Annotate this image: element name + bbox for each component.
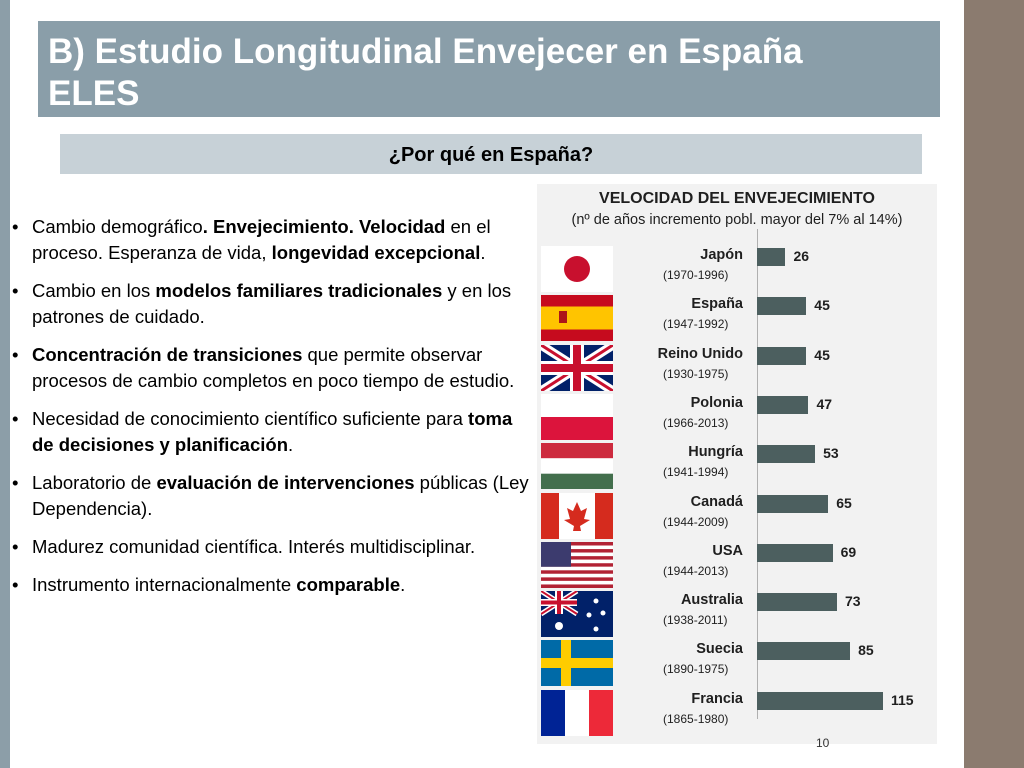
bullet-item: • Laboratorio de evaluación de intervenci… bbox=[12, 470, 530, 522]
bullet-bold-text: toma de decisiones y planificación bbox=[32, 408, 513, 455]
bullet-dot: • bbox=[12, 280, 19, 301]
country-label: Francia bbox=[691, 690, 743, 707]
bullet-bold-text: . Envejecimiento. Velocidad bbox=[202, 216, 446, 237]
country-label: Japón bbox=[700, 247, 743, 263]
period-label: (1944-2013) bbox=[663, 563, 729, 578]
bar-value-label: 85 bbox=[858, 642, 874, 659]
left-accent-bar bbox=[0, 0, 10, 768]
bullet-text: . bbox=[480, 242, 486, 263]
bar bbox=[757, 346, 807, 365]
bullet-text: Instrumento internacionalmente bbox=[32, 574, 297, 595]
bullet-bold-text: evaluación de intervenciones bbox=[156, 472, 415, 493]
bullet-bold-text: comparable bbox=[296, 574, 401, 595]
slide-title: B) Estudio Longitudinal Envejecer en Esp… bbox=[38, 21, 940, 117]
bullet-dot: • bbox=[12, 216, 19, 237]
bullet-item: • Concentración de transiciones que permi… bbox=[12, 342, 530, 394]
country-label: Suecia bbox=[696, 641, 743, 658]
canada-flag bbox=[541, 492, 613, 539]
chart-axis-line bbox=[757, 229, 758, 719]
australia-flag bbox=[541, 591, 613, 638]
bar bbox=[757, 642, 851, 661]
chart-subtitle: (nº de años incremento pobl. mayor del 7… bbox=[571, 212, 903, 228]
bullet-dot: • bbox=[12, 472, 19, 493]
bar bbox=[757, 445, 816, 464]
bar-value-label: 65 bbox=[836, 494, 852, 511]
bar bbox=[757, 543, 833, 562]
country-label: Australia bbox=[680, 592, 743, 609]
page-number: 10 bbox=[816, 736, 830, 750]
bullet-text: y en los patrones de cuidado. bbox=[32, 280, 512, 327]
bar-value-label: 69 bbox=[840, 543, 857, 560]
bullet-item: • Cambio demográfico. Envejecimiento. Vel… bbox=[12, 214, 530, 266]
bullet-text: que permite observar procesos de cambio … bbox=[32, 344, 515, 391]
country-label: Canadá bbox=[690, 493, 743, 510]
bullet-text: públicas (Ley Dependencia). bbox=[32, 472, 529, 519]
bullet-text: Necesidad de conocimiento científico suf… bbox=[32, 408, 469, 429]
bar bbox=[757, 494, 829, 513]
bullet-text: Laboratorio de bbox=[32, 472, 157, 493]
bullet-text: Cambio en los bbox=[32, 280, 156, 301]
bullet-text: . bbox=[400, 574, 406, 595]
bar bbox=[757, 395, 809, 414]
bullet-item: • Instrumento internacionalmente comparab… bbox=[12, 572, 530, 598]
bullet-list: • Cambio demográfico. Envejecimiento. Vel… bbox=[12, 214, 530, 610]
slide-title-line2: ELES bbox=[48, 74, 140, 113]
spain-flag bbox=[541, 295, 613, 342]
country-label: Polonia bbox=[690, 394, 743, 411]
bar-value-label: 45 bbox=[814, 297, 830, 314]
france-flag bbox=[541, 689, 613, 736]
bullet-text: en el proceso. Esperanza de vida, bbox=[32, 216, 491, 263]
bullet-item: • Necesidad de conocimiento científico su… bbox=[12, 406, 530, 458]
hungary-flag bbox=[541, 443, 613, 490]
bar-value-label: 115 bbox=[891, 691, 914, 708]
bar bbox=[757, 593, 837, 612]
country-label: Reino Unido bbox=[657, 345, 743, 362]
bullet-dot: • bbox=[12, 344, 19, 365]
bullet-dot: • bbox=[12, 408, 19, 429]
bar-value-label: 45 bbox=[814, 346, 830, 363]
bullet-item: • Cambio en los modelos familiares tradic… bbox=[12, 278, 530, 330]
right-accent-bar bbox=[964, 0, 1024, 768]
country-label: USA bbox=[712, 542, 743, 559]
period-label: (1865-1980) bbox=[663, 711, 729, 726]
bar bbox=[757, 248, 786, 266]
bar-value-label: 47 bbox=[816, 395, 833, 412]
bullet-text: Cambio demográfico bbox=[32, 216, 203, 237]
period-label: (1890-1975) bbox=[663, 662, 729, 677]
bar-value-label: 26 bbox=[793, 248, 810, 264]
period-label: (1947-1992) bbox=[663, 317, 729, 332]
bar bbox=[757, 297, 807, 316]
aging-speed-chart: VELOCIDAD DEL ENVEJECIMIENTO (nº de años… bbox=[537, 184, 937, 744]
uk-flag bbox=[541, 344, 613, 391]
slide-subtitle: ¿Por qué en España? bbox=[60, 134, 922, 174]
bullet-bold-text: Concentración de transiciones bbox=[32, 344, 303, 365]
bullet-item: • Madurez comunidad científica. Interés m… bbox=[12, 534, 530, 560]
bullet-bold-text: longevidad excepcional bbox=[271, 242, 481, 263]
period-label: (1944-2009) bbox=[663, 514, 729, 529]
period-label: (1970-1996) bbox=[663, 268, 729, 282]
bar-value-label: 53 bbox=[823, 445, 839, 462]
usa-flag bbox=[541, 541, 613, 588]
poland-flag bbox=[541, 393, 613, 440]
sweden-flag bbox=[541, 640, 613, 687]
period-label: (1938-2011) bbox=[663, 613, 728, 628]
slide-title-line1: B) Estudio Longitudinal Envejecer en Esp… bbox=[48, 32, 803, 71]
chart-title: VELOCIDAD DEL ENVEJECIMIENTO bbox=[599, 190, 875, 207]
bullet-dot: • bbox=[12, 574, 19, 595]
period-label: (1966-2013) bbox=[663, 415, 729, 430]
bullet-text: . bbox=[288, 434, 294, 455]
period-label: (1941-1994) bbox=[663, 465, 729, 480]
japan-flag bbox=[541, 246, 613, 292]
country-label: España bbox=[691, 296, 743, 313]
bullet-bold-text: modelos familiares tradicionales bbox=[155, 280, 443, 301]
bar bbox=[757, 691, 883, 710]
bullet-dot: • bbox=[12, 536, 19, 557]
bar-value-label: 73 bbox=[844, 593, 861, 610]
period-label: (1930-1975) bbox=[663, 366, 729, 381]
country-label: Hungría bbox=[688, 444, 743, 461]
bullet-text: Madurez comunidad científica. Interés mu… bbox=[32, 536, 476, 557]
